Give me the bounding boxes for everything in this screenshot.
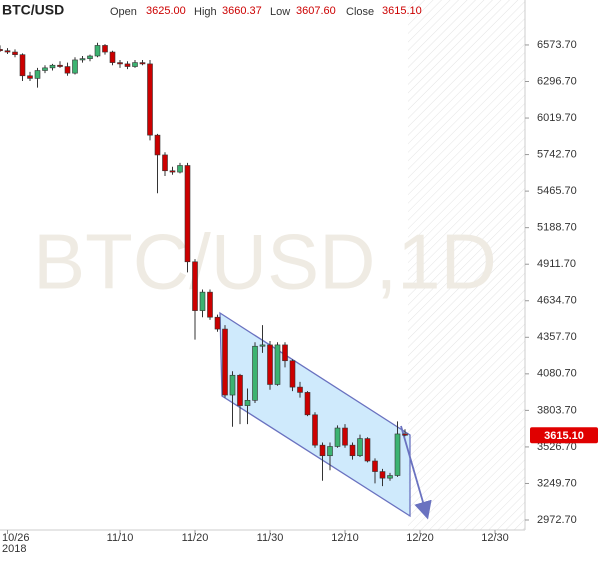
candle-body	[289, 360, 296, 388]
candle-body	[117, 62, 123, 65]
candle-body	[222, 328, 228, 396]
candle-body	[169, 170, 176, 173]
candle-body	[364, 438, 371, 462]
y-tick-label: 4911.70	[537, 258, 576, 270]
low-label: Low	[270, 6, 290, 18]
y-tick-label: 3803.70	[537, 404, 577, 416]
candle-body	[34, 70, 41, 79]
candle-body	[27, 75, 33, 79]
x-year-label: 2018	[2, 543, 26, 555]
candle-body	[87, 55, 93, 59]
candle-body	[229, 374, 236, 396]
candle-body	[162, 154, 168, 172]
open-value: 3625.00	[146, 5, 186, 17]
candle-body	[259, 344, 266, 347]
candle-body	[19, 54, 26, 77]
candle-body	[72, 59, 78, 74]
x-tick-label: 11/10	[107, 532, 134, 544]
candle-body	[297, 386, 303, 393]
candle-body	[267, 344, 273, 385]
x-tick-label: 12/10	[331, 532, 359, 544]
candle-body	[177, 165, 183, 173]
symbol-title: BTC/USD	[2, 2, 64, 18]
y-tick-label: 3526.70	[537, 441, 577, 453]
last-price-tag	[530, 427, 598, 444]
candle-body	[402, 433, 408, 436]
candle-body	[282, 344, 288, 362]
candle-body	[207, 291, 213, 318]
future-area	[408, 0, 525, 530]
candle-body	[57, 64, 63, 67]
candle-body	[199, 291, 206, 311]
candle-body	[4, 50, 11, 53]
candle-body	[0, 49, 3, 52]
candle-body	[42, 67, 48, 71]
candle-body	[349, 444, 356, 457]
candle-body	[64, 66, 71, 74]
high-value: 3660.37	[222, 5, 262, 17]
candle-body	[252, 345, 258, 401]
y-tick-label: 2972.70	[537, 514, 577, 526]
candle-body	[147, 63, 153, 136]
close-label: Close	[346, 6, 374, 18]
candle-body	[139, 62, 146, 65]
candle-body	[312, 414, 318, 446]
x-tick-label: 11/20	[182, 532, 209, 544]
candle-body	[342, 427, 348, 446]
x-tick-label: 12/30	[481, 532, 509, 544]
y-tick-label: 4080.70	[537, 368, 577, 380]
low-value: 3607.60	[296, 5, 336, 17]
last-price-label: 3615.10	[544, 430, 584, 442]
close-value: 3615.10	[382, 5, 422, 17]
candle-body	[214, 316, 221, 330]
header: BTC/USD Open 3625.00 High 3660.37 Low 36…	[2, 2, 422, 18]
y-tick-label: 4634.70	[537, 295, 577, 307]
candle-body	[379, 471, 386, 479]
candle-body	[109, 51, 116, 63]
candle-body	[94, 45, 101, 57]
x-tick-label: 12/20	[406, 532, 434, 544]
candle-body	[394, 433, 401, 476]
y-tick-label: 6019.70	[537, 112, 577, 124]
open-label: Open	[110, 6, 137, 18]
candle-body	[12, 51, 18, 55]
x-tick-label: 10/26	[2, 532, 30, 544]
candle-body	[79, 58, 86, 61]
candle-body	[49, 64, 56, 69]
y-tick-label: 5742.70	[537, 148, 577, 160]
candle-body	[387, 475, 393, 479]
x-tick-label: 11/30	[257, 532, 284, 544]
candle-body	[319, 444, 326, 457]
trend-arrow	[400, 425, 432, 520]
candle-body	[237, 374, 243, 406]
candle-body	[154, 134, 161, 156]
candle-body	[304, 392, 311, 416]
candle-body	[334, 427, 341, 447]
candle-body	[244, 400, 251, 406]
candle-body	[357, 438, 363, 457]
candle-body	[102, 45, 108, 53]
candle-body	[132, 62, 138, 67]
candle-body	[372, 460, 378, 472]
candle-body	[184, 165, 191, 263]
candle-body	[192, 261, 198, 311]
y-tick-label: 6573.70	[537, 39, 577, 51]
y-tick-label: 3249.70	[537, 477, 577, 489]
y-tick-label: 4357.70	[537, 331, 577, 343]
candle-body	[327, 446, 333, 457]
watermark: BTC/USD,1D	[33, 218, 497, 306]
y-tick-label: 6296.70	[537, 75, 577, 87]
candle-body	[274, 344, 281, 385]
y-tick-label: 5465.70	[537, 185, 577, 197]
high-label: High	[194, 6, 217, 18]
candle-body	[124, 63, 131, 67]
y-tick-label: 5188.70	[537, 222, 577, 234]
